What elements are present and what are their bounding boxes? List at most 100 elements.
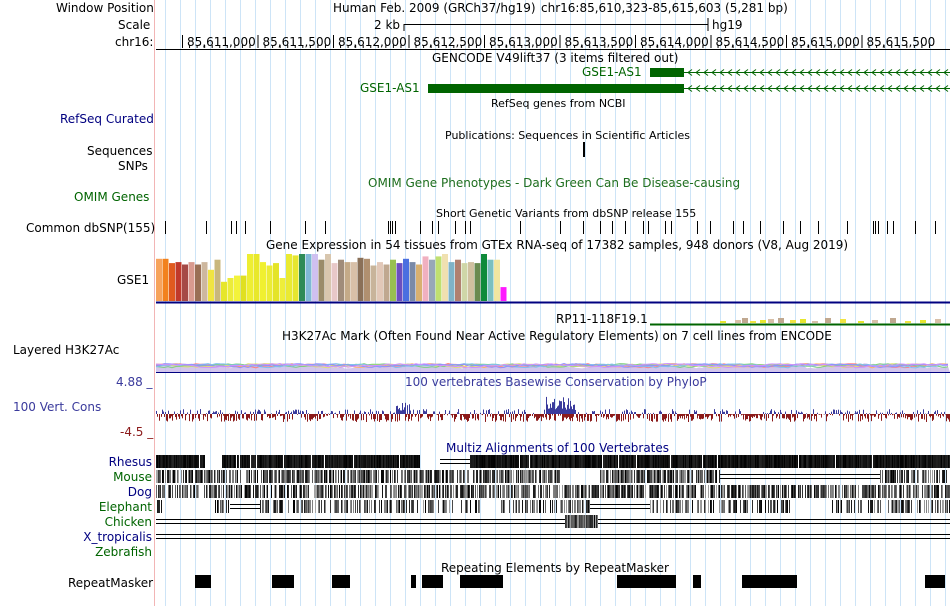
gencode-title[interactable]: GENCODE V49lift37 (3 items filtered out) bbox=[432, 51, 679, 65]
multiz-block bbox=[756, 485, 757, 498]
multiz-species-mouse[interactable]: Mouse bbox=[113, 470, 152, 484]
multiz-block bbox=[562, 455, 563, 468]
phylop-bar bbox=[425, 411, 426, 414]
multiz-block bbox=[182, 455, 183, 468]
phylop-bar bbox=[624, 410, 625, 414]
strand-arrow bbox=[863, 69, 869, 76]
multiz-block bbox=[288, 485, 289, 498]
phylop-title[interactable]: 100 vertebrates Basewise Conservation by… bbox=[405, 375, 707, 389]
multiz-title[interactable]: Multiz Alignments of 100 Vertebrates bbox=[446, 441, 670, 455]
dbsnp-title[interactable]: Short Genetic Variants from dbSNP releas… bbox=[436, 207, 697, 220]
multiz-block bbox=[484, 485, 485, 498]
phylop-bar bbox=[227, 414, 228, 417]
multiz-block bbox=[158, 470, 159, 483]
snps-label[interactable]: SNPs bbox=[118, 159, 148, 173]
refseq-title[interactable]: RefSeq genes from NCBI bbox=[491, 97, 626, 110]
multiz-block bbox=[747, 500, 748, 513]
gtex-title[interactable]: Gene Expression in 54 tissues from GTEx … bbox=[266, 238, 849, 252]
multiz-block bbox=[748, 455, 749, 468]
phylop-bar bbox=[803, 414, 804, 422]
multiz-block bbox=[409, 500, 410, 513]
phylop-bar bbox=[410, 410, 411, 414]
multiz-block bbox=[219, 485, 220, 498]
dbsnp-variant bbox=[665, 221, 666, 234]
dbsnp-variant bbox=[760, 221, 761, 234]
multiz-block bbox=[317, 455, 318, 468]
phylop-bar bbox=[858, 414, 859, 422]
multiz-block bbox=[932, 470, 933, 483]
multiz-block bbox=[244, 485, 245, 498]
multiz-block bbox=[293, 500, 294, 513]
omim-title[interactable]: OMIM Gene Phenotypes - Dark Green Can Be… bbox=[368, 176, 741, 190]
multiz-species-dog[interactable]: Dog bbox=[127, 485, 152, 499]
omim-label[interactable]: OMIM Genes bbox=[74, 190, 150, 204]
phylop-bar bbox=[750, 414, 751, 421]
multiz-block bbox=[398, 485, 399, 498]
multiz-block bbox=[320, 485, 321, 498]
multiz-block bbox=[787, 500, 788, 513]
multiz-block bbox=[700, 470, 701, 483]
multiz-block bbox=[317, 485, 318, 498]
multiz-block bbox=[275, 470, 276, 483]
phylop-bar bbox=[382, 410, 383, 414]
multiz-block bbox=[358, 485, 359, 498]
multiz-block bbox=[181, 455, 182, 468]
multiz-block bbox=[946, 470, 947, 483]
multiz-species-zebrafish[interactable]: Zebrafish bbox=[95, 545, 152, 559]
dbsnp-label[interactable]: Common dbSNP(155) bbox=[26, 221, 156, 235]
multiz-block bbox=[497, 470, 498, 483]
multiz-block bbox=[562, 485, 563, 498]
publications-title[interactable]: Publications: Sequences in Scientific Ar… bbox=[445, 129, 690, 142]
multiz-block bbox=[186, 455, 187, 468]
multiz-block bbox=[319, 455, 320, 468]
h3k27ac-title[interactable]: H3K27Ac Mark (Often Found Near Active Re… bbox=[282, 329, 832, 343]
multiz-block bbox=[281, 470, 282, 483]
gtex-label[interactable]: GSE1 bbox=[117, 273, 150, 287]
multiz-block bbox=[425, 470, 426, 483]
gtex-bar bbox=[481, 254, 487, 301]
multiz-species-elephant[interactable]: Elephant bbox=[98, 500, 152, 514]
multiz-block bbox=[576, 515, 577, 528]
multiz-block bbox=[652, 485, 653, 498]
multiz-block bbox=[899, 470, 900, 483]
multiz-species-rhesus[interactable]: Rhesus bbox=[108, 455, 152, 469]
multiz-block bbox=[530, 500, 531, 513]
multiz-block bbox=[399, 485, 400, 498]
multiz-block bbox=[851, 485, 852, 498]
h3k27ac-label[interactable]: Layered H3K27Ac bbox=[13, 343, 120, 357]
phylop-bar bbox=[807, 414, 808, 419]
publications-label[interactable]: Sequences bbox=[87, 144, 153, 158]
phylop-label[interactable]: 100 Vert. Cons bbox=[13, 400, 102, 414]
phylop-bar bbox=[901, 414, 902, 418]
strand-arrow bbox=[847, 85, 853, 92]
phylop-bar bbox=[545, 414, 546, 418]
multiz-block bbox=[406, 500, 407, 513]
phylop-bar bbox=[878, 414, 879, 419]
phylop-bar bbox=[401, 410, 402, 414]
multiz-species-xtropicalis[interactable]: X_tropicalis bbox=[83, 530, 152, 544]
multiz-block bbox=[174, 455, 175, 468]
gencode-gene-1-label[interactable]: GSE1-AS1 bbox=[582, 65, 642, 79]
phylop-bar bbox=[519, 414, 520, 416]
multiz-block bbox=[906, 485, 907, 498]
multiz-block bbox=[470, 455, 471, 468]
multiz-block bbox=[880, 470, 881, 483]
phylop-bar bbox=[548, 414, 549, 415]
multiz-block bbox=[667, 470, 668, 483]
phylop-bar bbox=[268, 414, 269, 416]
multiz-block bbox=[421, 485, 422, 498]
refseq-label[interactable]: RefSeq Curated bbox=[60, 112, 154, 126]
multiz-block bbox=[848, 485, 849, 498]
phylop-bar bbox=[814, 414, 815, 420]
gencode-gene-2-label[interactable]: GSE1-AS1 bbox=[360, 81, 420, 95]
multiz-block bbox=[822, 455, 823, 468]
multiz-block bbox=[206, 470, 207, 483]
multiz-block bbox=[570, 485, 571, 498]
repeatmasker-title[interactable]: Repeating Elements by RepeatMasker bbox=[441, 561, 669, 575]
multiz-block bbox=[593, 515, 594, 528]
multiz-block bbox=[888, 455, 889, 468]
repeatmasker-label[interactable]: RepeatMasker bbox=[68, 576, 154, 590]
multiz-species-chicken[interactable]: Chicken bbox=[104, 515, 152, 529]
gtex-gene-2-label[interactable]: RP11-118F19.1 bbox=[556, 312, 648, 326]
